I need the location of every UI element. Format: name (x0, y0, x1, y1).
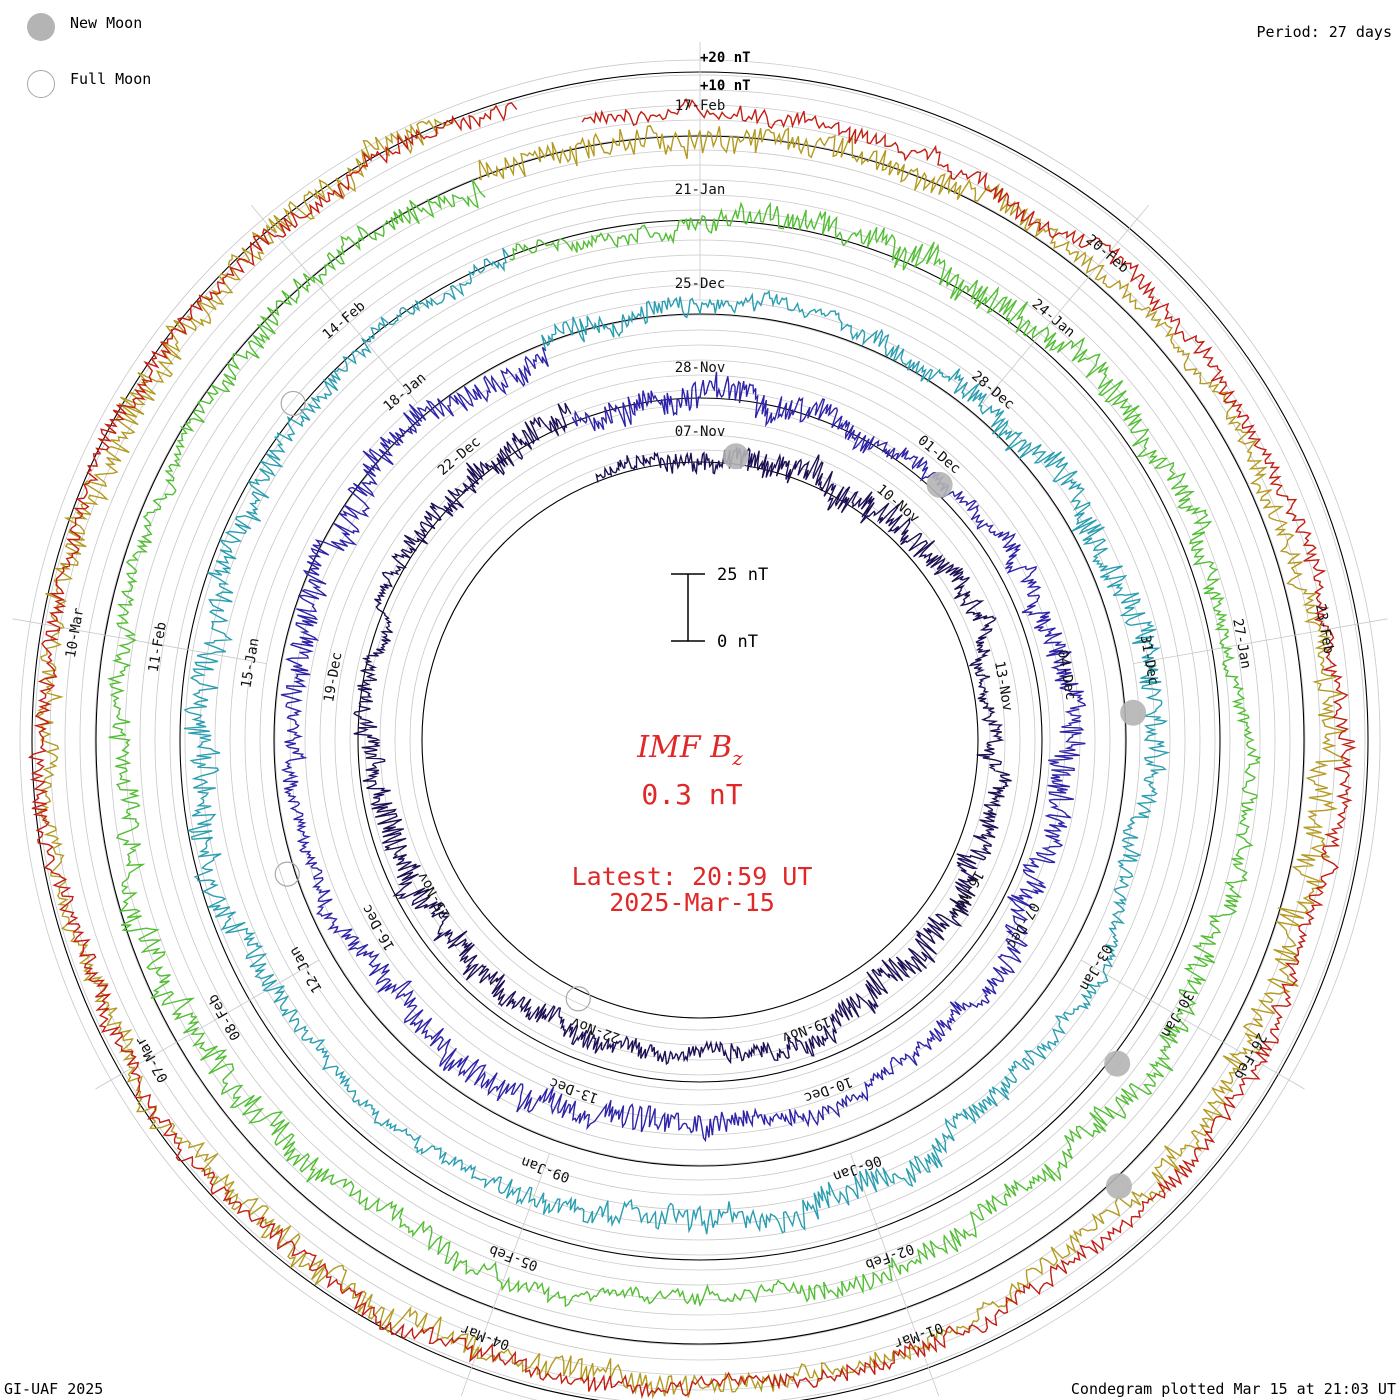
date-tick-label: 20-Feb (1083, 232, 1132, 277)
date-tick-label: 07-Dec (1003, 899, 1042, 951)
scale-bar (671, 573, 705, 642)
date-tick-label: 08-Feb (205, 991, 244, 1043)
spoke (982, 205, 1149, 404)
date-tick-label: 01-Mar (892, 1319, 945, 1351)
new-moon-marker (722, 443, 749, 470)
date-tick-label: 23-Feb (1312, 603, 1337, 656)
date-tick-label: 18-Jan (380, 370, 429, 415)
quantity-title: IMF Bz (636, 730, 743, 770)
date-tick-label: 19-Dec (321, 651, 345, 704)
bz-trace-2 (183, 247, 1171, 1235)
latest-value: 0.3 nT (641, 778, 742, 811)
date-tick-label: 10-Mar (63, 607, 87, 660)
spoke-layer (12, 42, 1388, 1397)
date-tick-label: 25-Dec (675, 276, 726, 292)
date-tick-label: 09-Jan (519, 1153, 572, 1185)
spoke (251, 205, 418, 404)
full-moon-marker (274, 861, 300, 887)
latest-time: Latest: 20:59 UT (572, 862, 813, 891)
date-tick-label: 28-Nov (675, 360, 726, 376)
footer-plotted: Condegram plotted Mar 15 at 21:03 UT (1070, 1380, 1396, 1398)
bz-trace-5 (28, 97, 1357, 1399)
moon-layer (274, 390, 1147, 1200)
scale-label-plus20: +20 nT (700, 50, 751, 66)
date-tick-label: 12-Jan (286, 944, 325, 996)
bz-trace-3 (106, 178, 1262, 1308)
footer-credit: GI-UAF 2025 (4, 1380, 104, 1398)
date-tick-label: 17-Feb (675, 98, 726, 114)
bz-trace-4 (36, 118, 1346, 1400)
spoke (12, 618, 267, 664)
legend-new-moon: New Moon (70, 14, 143, 32)
ring-baseline (421, 461, 979, 1019)
grid-circle (364, 404, 1036, 1076)
full-moon-marker (280, 390, 306, 417)
date-tick-label: 11-Feb (146, 621, 170, 674)
latest-date: 2025-Mar-15 (609, 888, 775, 917)
grid-circle (349, 389, 1051, 1091)
date-tick-label: 28-Dec (968, 368, 1017, 413)
spoke (1080, 959, 1305, 1090)
scale-bar-bottom-label: 0 nT (717, 632, 758, 652)
date-tick-label: 13-Dec (547, 1074, 600, 1106)
legend-full-moon: Full Moon (70, 70, 152, 88)
full-moon-icon (27, 70, 55, 98)
date-tick-label: 07-Nov (675, 424, 726, 440)
bz-trace-1 (280, 346, 1087, 1143)
period-label: Period: 27 days (1256, 23, 1392, 41)
new-moon-marker (1120, 699, 1147, 726)
grid-circle (304, 344, 1096, 1136)
grid-circle (379, 419, 1021, 1061)
new-moon-icon (27, 13, 55, 41)
scale-label-plus10: +10 nT (700, 78, 751, 94)
date-tick-label: 27-Jan (1229, 617, 1254, 670)
grid-circle (334, 374, 1066, 1106)
date-tick-label: 15-Jan (238, 637, 262, 690)
date-tick-label: 05-Feb (487, 1241, 540, 1273)
grid-circle (394, 434, 1006, 1046)
scale-bar-top-label: 25 nT (717, 565, 768, 585)
full-moon-marker (565, 986, 591, 1012)
new-moon-marker (926, 471, 953, 498)
spoke (1133, 618, 1388, 664)
date-tick-label: 04-Dec (1054, 649, 1079, 702)
trace-layer (28, 97, 1357, 1400)
new-moon-marker (1105, 1173, 1132, 1200)
bz-trace-0 (353, 402, 1012, 1066)
new-moon-marker (1104, 1050, 1131, 1077)
date-tick-label: 21-Jan (675, 182, 726, 198)
date-tick-label: 03-Jan (1076, 941, 1115, 993)
date-tick-label: 30-Jan (1157, 988, 1196, 1040)
grid-circle (409, 449, 991, 1031)
date-tick-label: 31-Dec (1137, 634, 1162, 687)
